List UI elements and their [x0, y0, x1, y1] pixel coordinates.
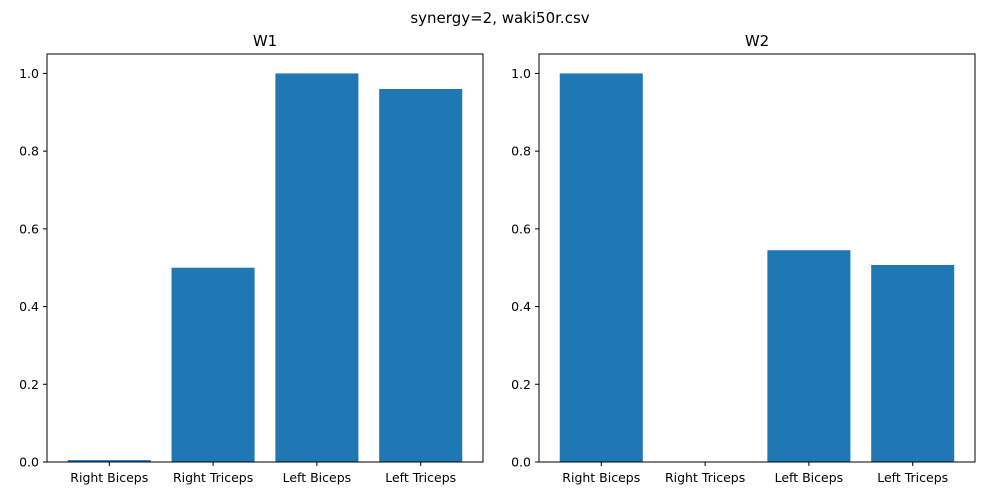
subplot-title: W2 — [745, 32, 769, 50]
x-tick-label: Right Biceps — [70, 470, 148, 485]
bar-right-triceps — [171, 267, 255, 462]
bar-left-biceps — [275, 73, 359, 462]
subplot-title: W1 — [253, 32, 277, 50]
bar-left-biceps — [767, 250, 851, 462]
subplot-w2: W2 0.0 0.2 0.4 0.6 0.8 1.0 Right Biceps Right Tr… — [511, 32, 976, 485]
y-tick-label: 0.8 — [19, 144, 39, 159]
bar-left-triceps — [379, 88, 463, 462]
y-tick-label: 1.0 — [511, 66, 531, 81]
y-tick-label: 0.6 — [511, 221, 531, 236]
x-tick-label: Left Triceps — [385, 470, 456, 485]
y-tick-label: 0.4 — [511, 299, 531, 314]
y-tick-label: 0.6 — [19, 221, 39, 236]
x-tick-label: Right Biceps — [562, 470, 640, 485]
axes-frame — [46, 53, 484, 463]
x-tick-label: Right Triceps — [665, 470, 745, 485]
x-tick-label: Right Triceps — [173, 470, 253, 485]
x-tick-label: Left Triceps — [877, 470, 948, 485]
bar-right-biceps — [67, 460, 151, 462]
x-tick-label: Left Biceps — [283, 470, 352, 485]
bar-left-triceps — [871, 264, 955, 462]
axes-frame — [538, 53, 976, 463]
y-tick-label: 0.2 — [19, 377, 39, 392]
y-tick-label: 0.8 — [511, 144, 531, 159]
y-tick-label: 0.0 — [511, 455, 531, 470]
y-tick-label: 1.0 — [19, 66, 39, 81]
figure-suptitle: synergy=2, waki50r.csv — [410, 9, 589, 27]
bar-right-biceps — [559, 73, 643, 462]
y-tick-label: 0.4 — [19, 299, 39, 314]
subplot-w1: W1 0.0 0.2 0.4 0.6 0.8 1.0 Right Biceps Right Tr… — [19, 32, 484, 485]
y-tick-label: 0.2 — [511, 377, 531, 392]
y-tick-label: 0.0 — [19, 455, 39, 470]
x-tick-label: Left Biceps — [775, 470, 844, 485]
